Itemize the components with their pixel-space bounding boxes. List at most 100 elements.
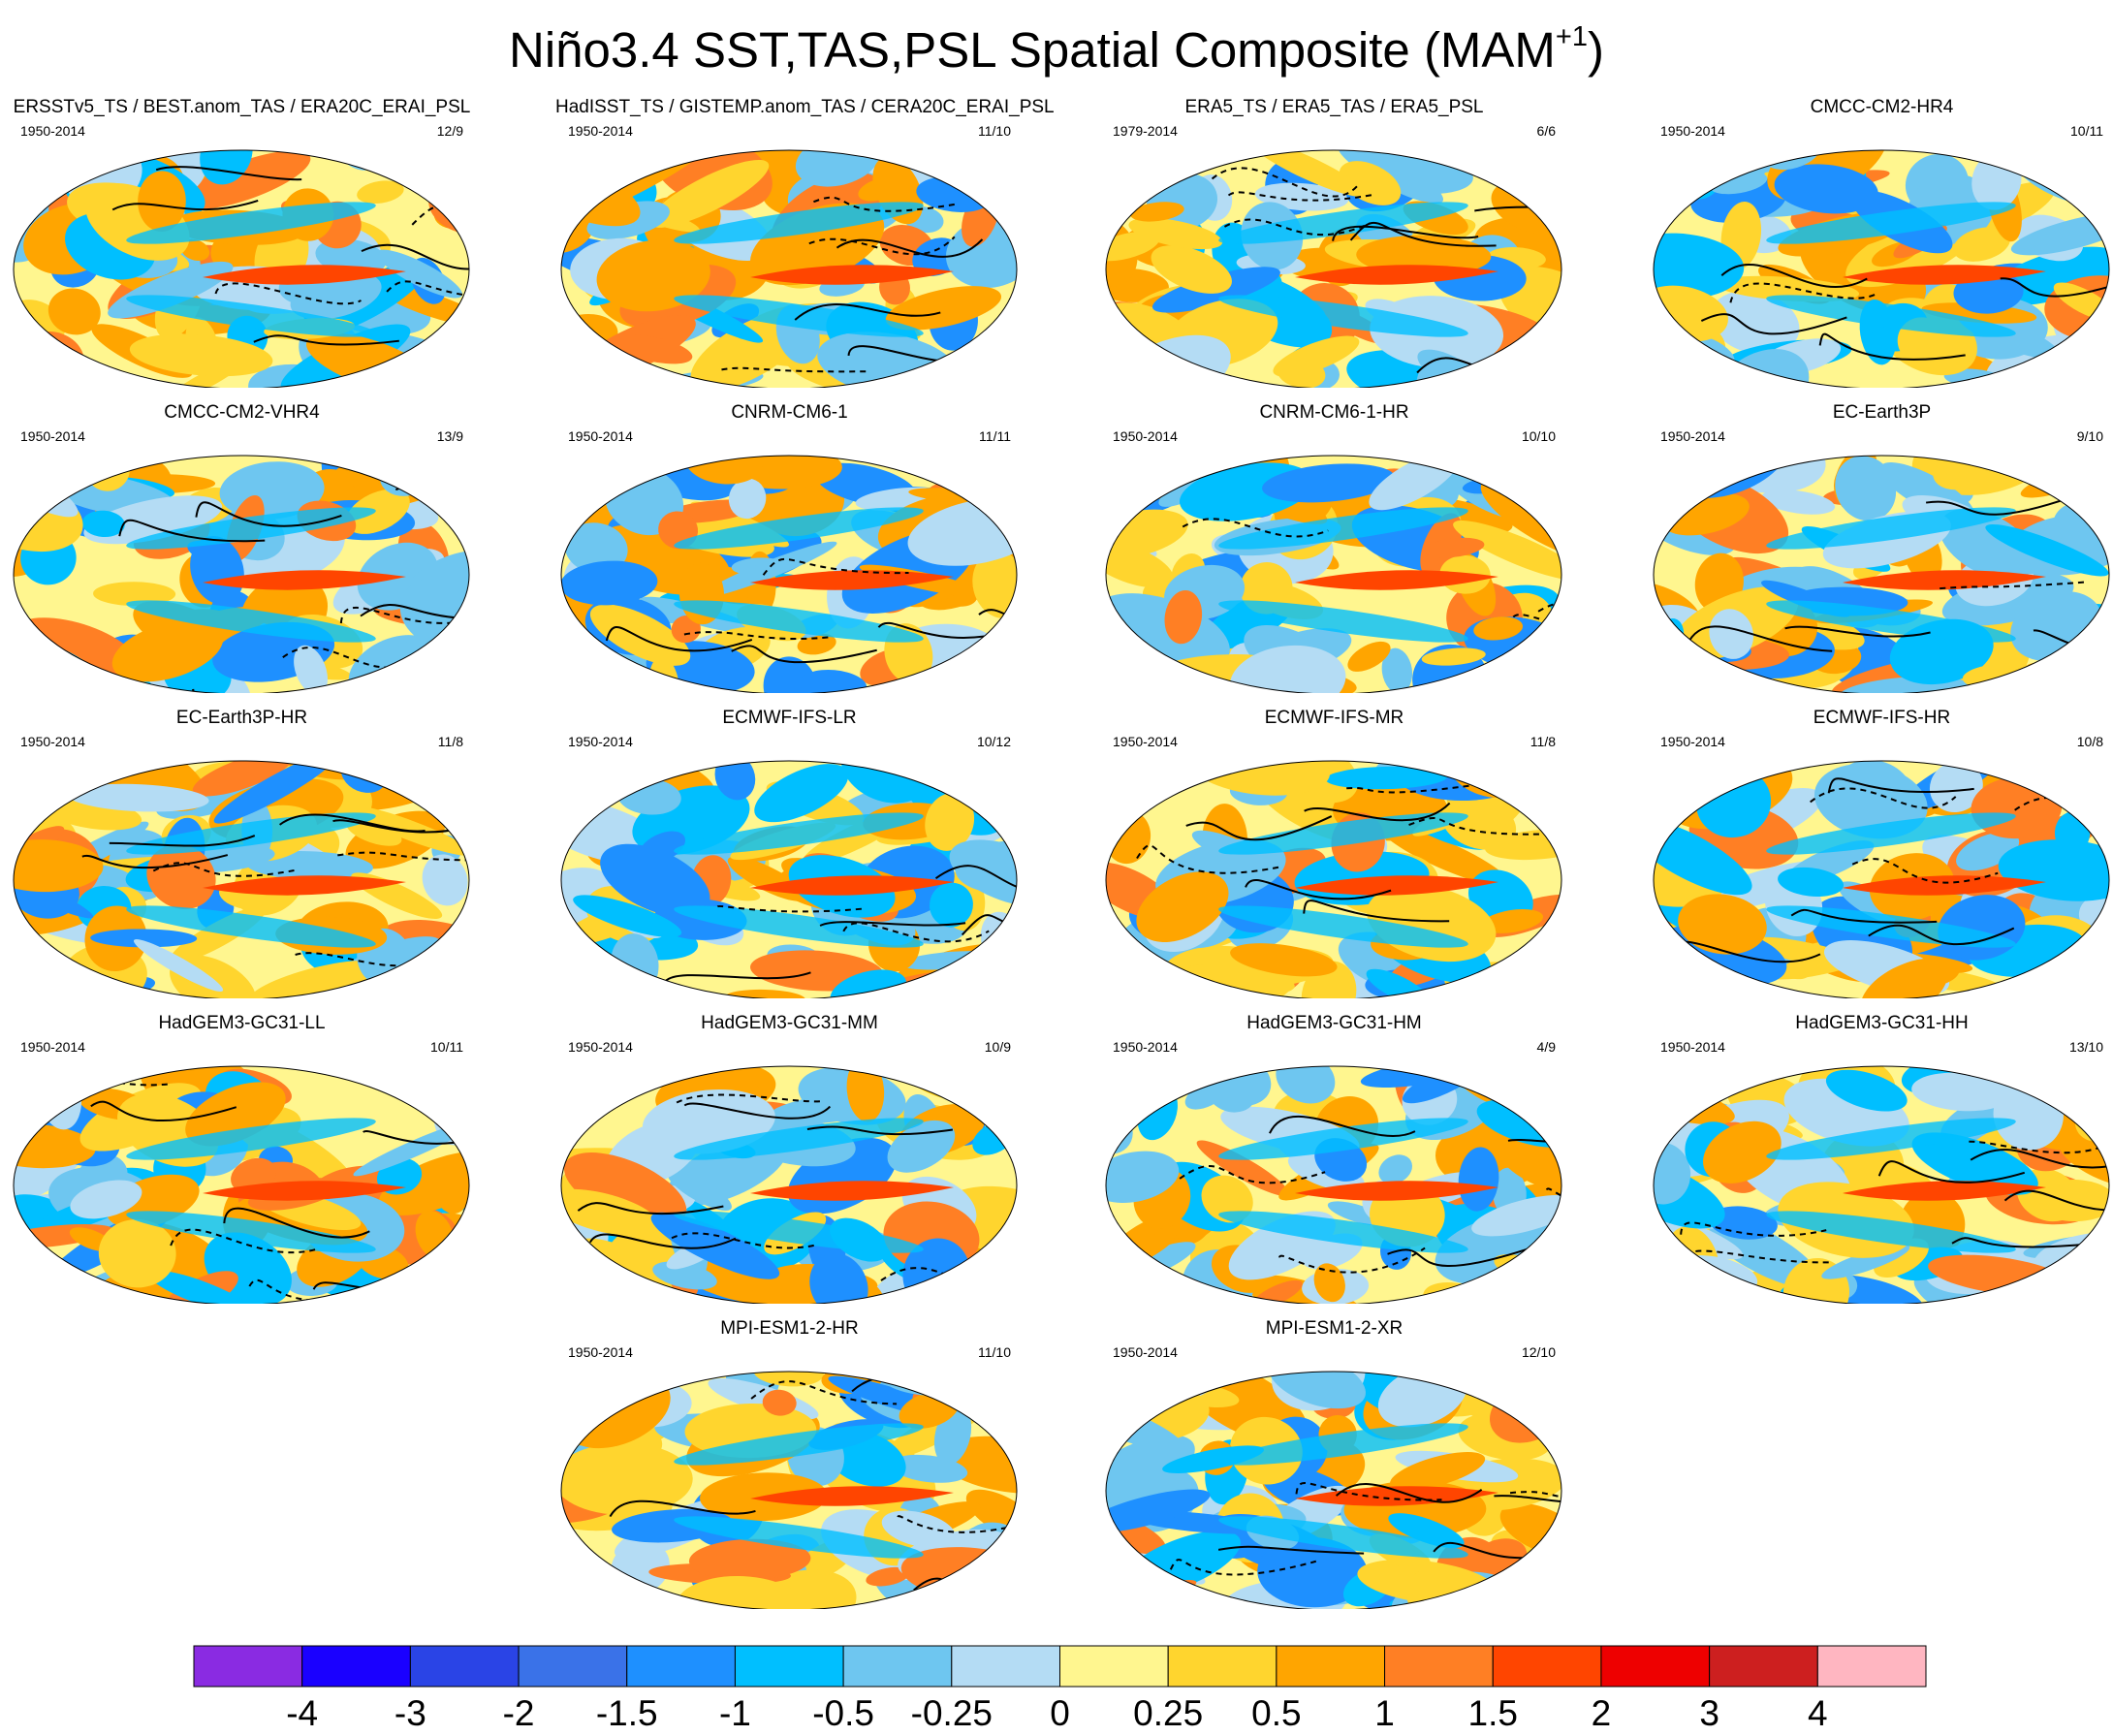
anomaly-patch bbox=[1106, 509, 1188, 560]
psl-contour bbox=[1179, 1165, 1326, 1184]
cool-band bbox=[126, 905, 376, 948]
warm-tongue bbox=[1295, 1486, 1498, 1506]
anomaly-patch bbox=[795, 150, 881, 187]
colorbar-label: 3 bbox=[1699, 1693, 1719, 1733]
title-end: ) bbox=[1588, 22, 1604, 78]
anomaly-patch bbox=[81, 510, 125, 538]
anomaly-patch bbox=[652, 1261, 717, 1290]
anomaly-patch bbox=[1471, 1194, 1561, 1237]
map-outline bbox=[1653, 455, 2110, 693]
map-plot bbox=[13, 149, 470, 388]
colorbar-label: 1.5 bbox=[1468, 1693, 1518, 1733]
psl-contour bbox=[1970, 1149, 2109, 1169]
anomaly-patch bbox=[70, 1180, 142, 1219]
cool-band bbox=[1766, 295, 2016, 337]
cool-band bbox=[1766, 600, 2016, 643]
cool-band bbox=[1218, 202, 1468, 244]
map-panel: HadISST_TS / GISTEMP.anom_TAS / CERA20C_… bbox=[555, 97, 1055, 388]
colorbar-swatch bbox=[1600, 1645, 1711, 1688]
anomaly-patch bbox=[1709, 1206, 1778, 1240]
panel-title: HadISST_TS / GISTEMP.anom_TAS / CERA20C_… bbox=[555, 97, 1055, 117]
psl-contour bbox=[716, 904, 864, 913]
psl-contour bbox=[360, 604, 469, 620]
anomaly-patch bbox=[1230, 943, 1338, 977]
colorbar-swatch bbox=[1059, 1645, 1169, 1688]
anomaly-patch bbox=[1778, 867, 1845, 898]
anomaly-patch bbox=[247, 960, 387, 998]
cool-band bbox=[126, 507, 376, 550]
anomaly-patch bbox=[182, 150, 311, 209]
panel-count: 4/9 bbox=[1536, 1039, 1556, 1055]
cool-band bbox=[1766, 202, 2016, 244]
cool-band bbox=[126, 812, 376, 855]
anomaly-patch bbox=[1480, 908, 1544, 933]
anomaly-patch bbox=[688, 1538, 811, 1581]
panel-title: EC-Earth3P bbox=[1832, 402, 1932, 423]
anomaly-patch bbox=[1406, 1567, 1454, 1609]
map-panel: ECMWF-IFS-HR 1950-2014 10/8 bbox=[1648, 708, 2113, 998]
panel-period: 1950-2014 bbox=[1660, 734, 1725, 749]
anomaly-patch bbox=[937, 1436, 1017, 1494]
anomaly-patch bbox=[1453, 521, 1561, 581]
anomaly-patch bbox=[147, 1270, 253, 1304]
panel-count: 10/10 bbox=[1521, 428, 1556, 444]
map-outline bbox=[1105, 760, 1562, 998]
map-outline bbox=[1105, 455, 1562, 693]
anomaly-patch bbox=[138, 171, 186, 232]
psl-contour bbox=[664, 971, 811, 983]
anomaly-patch bbox=[929, 882, 973, 928]
anomaly-patch bbox=[1911, 1072, 2011, 1112]
panel-title: CMCC-CM2-HR4 bbox=[1810, 97, 1954, 117]
anomaly-patch bbox=[376, 249, 463, 299]
anomaly-patch bbox=[1985, 523, 2109, 577]
psl-contour bbox=[934, 865, 1017, 895]
psl-contour bbox=[223, 1207, 370, 1239]
map-plot bbox=[1653, 149, 2110, 388]
anomaly-patch bbox=[1891, 958, 1960, 989]
psl-contour bbox=[605, 626, 753, 652]
warm-tongue bbox=[203, 1181, 406, 1201]
cool-band bbox=[126, 295, 376, 337]
map-panel: CNRM-CM6-1 1950-2014 11/11 bbox=[555, 402, 1024, 693]
psl-contour bbox=[363, 1125, 469, 1145]
panel-period: 1950-2014 bbox=[568, 734, 633, 749]
anomaly-patch bbox=[1832, 761, 1914, 832]
anomaly-patch bbox=[1268, 1372, 1366, 1409]
cool-band bbox=[1218, 507, 1468, 550]
anomaly-patch bbox=[1874, 1238, 1929, 1278]
anomaly-patch bbox=[1106, 231, 1160, 262]
map-plot bbox=[1105, 455, 1562, 693]
anomaly-patch bbox=[1837, 676, 1974, 693]
map-plot bbox=[13, 455, 470, 693]
psl-contour bbox=[1346, 781, 1493, 794]
anomaly-patch bbox=[1128, 217, 1223, 250]
anomaly-patch bbox=[1458, 1147, 1499, 1212]
anomaly-patch bbox=[90, 929, 198, 948]
map-outline bbox=[1105, 149, 1562, 388]
panel-count: 6/6 bbox=[1536, 123, 1556, 139]
anomaly-patch bbox=[1388, 1513, 1465, 1549]
psl-contour bbox=[1940, 581, 2086, 590]
map-outline bbox=[1653, 149, 2110, 388]
panel-count: 10/9 bbox=[984, 1039, 1011, 1055]
anomaly-patch bbox=[15, 617, 139, 679]
psl-contour bbox=[1851, 858, 1999, 884]
colorbar-label: -2 bbox=[503, 1693, 535, 1733]
psl-contour bbox=[808, 236, 956, 256]
panel-period: 1950-2014 bbox=[568, 1344, 633, 1360]
colorbar-label: -0.5 bbox=[812, 1693, 874, 1733]
colorbar-label: 1 bbox=[1374, 1693, 1395, 1733]
colorbar-swatch bbox=[193, 1645, 303, 1688]
warm-tongue bbox=[750, 1181, 954, 1201]
anomaly-patch bbox=[1390, 1452, 1486, 1491]
panel-title: ERA5_TS / ERA5_TAS / ERA5_PSL bbox=[1184, 97, 1484, 117]
anomaly-patch bbox=[294, 645, 328, 693]
cool-band bbox=[1218, 1516, 1468, 1559]
warm-tongue bbox=[750, 570, 954, 590]
map-plot bbox=[1105, 1065, 1562, 1304]
psl-contour bbox=[81, 854, 229, 869]
panel-count: 10/11 bbox=[430, 1039, 463, 1055]
colorbar-label: -4 bbox=[286, 1693, 318, 1733]
panel-count: 10/11 bbox=[2070, 123, 2103, 139]
